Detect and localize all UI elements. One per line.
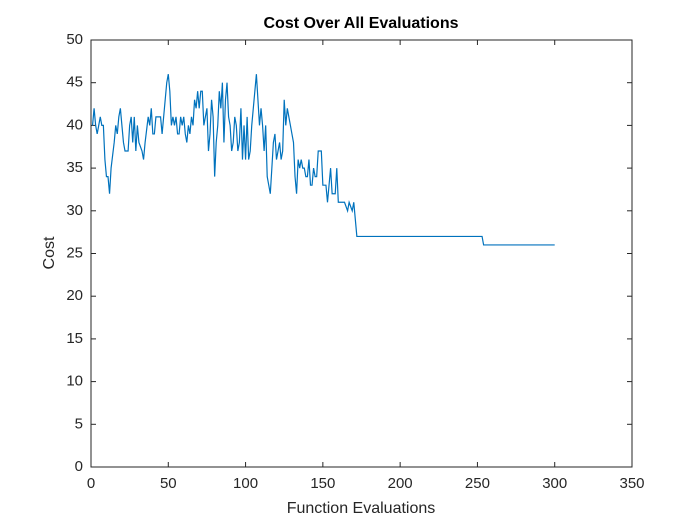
data-line bbox=[91, 74, 555, 246]
x-tick-label: 200 bbox=[388, 475, 413, 492]
y-tick-label: 25 bbox=[66, 244, 83, 261]
y-tick-label: 45 bbox=[66, 74, 83, 91]
x-tick-label: 50 bbox=[160, 475, 177, 492]
chart-title: Cost Over All Evaluations bbox=[263, 15, 458, 32]
x-tick-label: 100 bbox=[233, 475, 258, 492]
y-tick-label: 35 bbox=[66, 159, 83, 176]
y-tick-label: 20 bbox=[66, 287, 83, 304]
y-axis-label: Cost bbox=[41, 236, 58, 269]
plot-frame bbox=[90, 39, 633, 468]
x-tick-label: 250 bbox=[465, 475, 490, 492]
y-tick-label: 50 bbox=[66, 31, 83, 48]
x-tick-label: 0 bbox=[87, 475, 95, 492]
y-tick-label: 30 bbox=[66, 202, 83, 219]
x-tick-label: 150 bbox=[310, 475, 335, 492]
x-tick-label: 300 bbox=[542, 475, 567, 492]
y-tick-label: 10 bbox=[66, 373, 83, 390]
y-tick-label: 5 bbox=[75, 415, 83, 432]
y-tick-label: 15 bbox=[66, 330, 83, 347]
x-axis-label: Function Evaluations bbox=[287, 500, 436, 517]
y-tick-label: 0 bbox=[75, 458, 83, 475]
y-tick-label: 40 bbox=[66, 116, 83, 133]
x-tick-label: 350 bbox=[619, 475, 644, 492]
